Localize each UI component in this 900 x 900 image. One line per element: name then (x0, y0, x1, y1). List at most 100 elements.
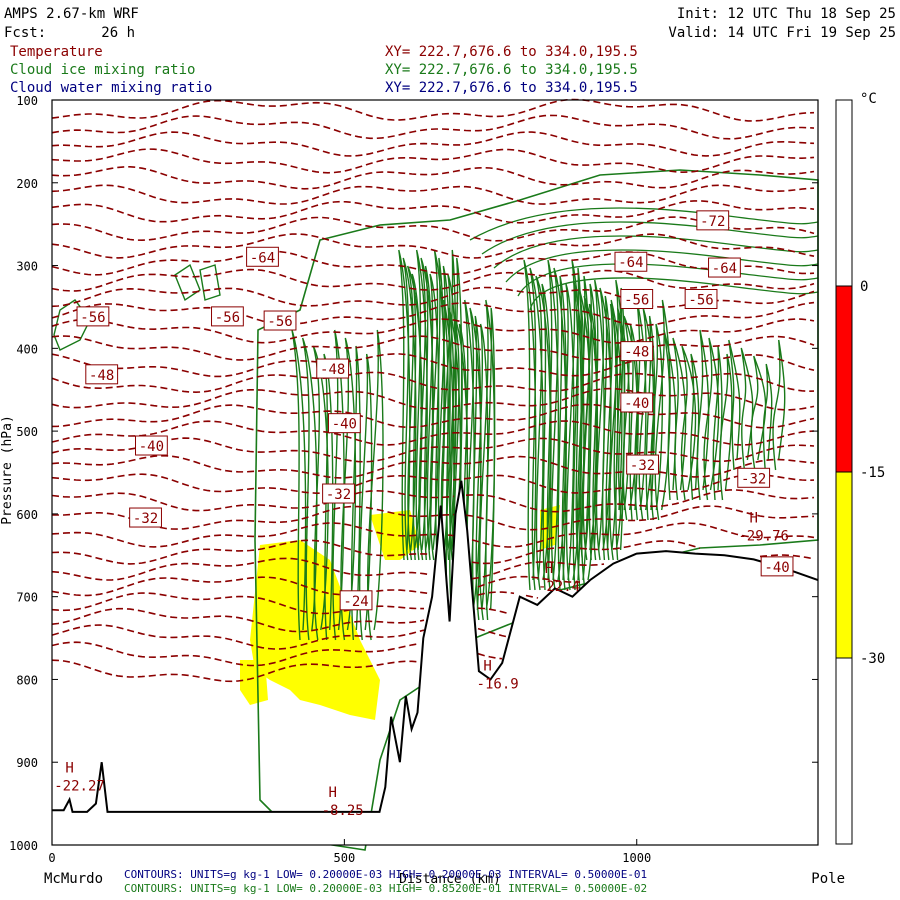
fcst-value: 26 h (101, 25, 135, 41)
ice-tower-4-1 (616, 307, 631, 521)
temperature-isotherm-12 (51, 301, 815, 327)
temperature-isotherm-17 (51, 387, 815, 411)
temp-label-1: -64 (250, 250, 275, 266)
temperature-isotherm-6 (51, 200, 815, 224)
ice-tower-5-2 (680, 345, 697, 501)
ice-tower-2-3 (541, 283, 552, 591)
temp-label-box-1 (246, 246, 279, 267)
ice-tower-6-6 (350, 345, 361, 641)
temperature-isotherm-31 (51, 624, 509, 650)
field-temperature-xy: XY= 222.7,676.6 to 334.0,195.5 (385, 44, 638, 60)
temp-label-box-8 (684, 288, 718, 309)
contours-water-note: CONTOURS: UNITS=g kg-1 LOW= 0.20000E-03 … (124, 868, 647, 881)
colorbar-band-yellow (835, 471, 853, 659)
temperature-isotherm-24 (51, 505, 815, 531)
ice-tower-2-6 (557, 275, 568, 591)
temp-label-box-18 (737, 467, 771, 488)
temp-label-box-7 (620, 288, 654, 309)
temp-label-box-3 (708, 257, 741, 278)
ice-upper-contour-4 (517, 263, 819, 297)
cloud-ice-contours (53, 169, 819, 851)
plot-frame (51, 99, 819, 846)
temp-label-3: -64 (712, 261, 737, 277)
temp-label-10: -48 (624, 345, 649, 361)
extremum-mark-3: H (545, 561, 553, 577)
temp-label-18: -32 (741, 471, 766, 487)
temp-label-11: -48 (320, 362, 345, 378)
temperature-isotherm-29 (51, 591, 539, 615)
temperature-contours (51, 98, 815, 683)
init-time: Init: 12 UTC Thu 18 Sep 25 (677, 6, 896, 22)
water-shade-region-1 (240, 660, 268, 705)
field-cloud-water-xy: XY= 222.7,676.6 to 334.0,195.5 (385, 80, 638, 96)
temp-label-box-4 (76, 306, 110, 327)
temp-label-box-6 (263, 310, 297, 331)
temperature-isotherm-22 (51, 473, 815, 494)
contours-ice-note: CONTOURS: UNITS=g kg-1 LOW= 0.20000E-03 … (124, 882, 647, 895)
temperature-isotherm-32 (51, 641, 503, 667)
footer-left-label: McMurdo (44, 871, 103, 887)
fcst-label: Fcst: (4, 25, 46, 41)
colorbar-tick-0: 0 (860, 279, 868, 295)
extremum-mark-1: H (328, 785, 336, 801)
temperature-isotherm-16 (51, 371, 815, 394)
temperature-isotherm-18 (51, 403, 815, 429)
temp-label-19: -24 (343, 594, 368, 610)
temp-label-14: -40 (624, 396, 649, 412)
ice-tower-0-9 (435, 257, 445, 561)
temperature-isotherm-11 (51, 286, 815, 308)
contour-labels: -72 -64 -64 -64 -56 -56 -56 -56 -56 -48 -48 -48 -40 -… (54, 210, 794, 819)
colorbar-tick-30: -30 (860, 651, 885, 667)
ice-small-blob-2 (199, 264, 221, 301)
temp-label-box-12 (135, 435, 168, 456)
footer-right-label: Pole (811, 871, 845, 887)
temp-label-box-14 (620, 392, 654, 413)
temp-label-5: -56 (215, 310, 240, 326)
temp-label-box-2 (614, 251, 648, 272)
ice-tower-6-5 (340, 337, 357, 641)
temperature-isotherm-33 (51, 659, 419, 683)
temp-label-15: -32 (133, 511, 158, 527)
temp-label-box-0 (696, 210, 730, 231)
ice-tower-4-7 (650, 323, 664, 521)
y-axis-label: Pressure (hPa) (0, 415, 15, 525)
temp-label-box-17 (626, 454, 659, 475)
valid-time: Valid: 14 UTC Fri 19 Sep 25 (668, 25, 896, 41)
ice-upper-contour-1 (481, 221, 819, 255)
plot-axes: 100 200 300 400 500 600 700 800 900 1000 0 500 1000 (9, 94, 819, 865)
y-tick-label-7: 800 (16, 673, 38, 687)
temperature-isotherm-5 (51, 184, 815, 205)
ice-tower-7-1 (740, 347, 754, 471)
extremum-value-2: -16.9 (477, 676, 519, 692)
temp-label-box-15 (129, 507, 162, 528)
ice-small-blob-1 (174, 263, 201, 302)
ice-tower-2-2 (535, 275, 552, 591)
ice-tower-7-3 (762, 363, 773, 471)
ice-tower-0-0 (398, 249, 411, 561)
temp-label-17: -32 (630, 458, 655, 474)
field-temperature: Temperature (10, 44, 103, 60)
ice-tower-4-6 (645, 315, 656, 521)
y-tick-label-6: 700 (16, 591, 38, 605)
temp-label-8: -56 (688, 292, 713, 308)
ice-tower-1-9 (485, 307, 496, 621)
x-tick-label-1: 500 (334, 851, 356, 865)
temp-label-box-5 (211, 306, 244, 327)
ice-tower-0-6 (423, 265, 434, 561)
field-cloud-ice-xy: XY= 222.7,676.6 to 334.0,195.5 (385, 62, 638, 78)
model-title: AMPS 2.67-km WRF (4, 6, 139, 22)
temp-label-box-13 (327, 413, 361, 434)
temperature-isotherm-8 (51, 233, 815, 259)
ice-upper-contour-5 (529, 277, 819, 311)
y-tick-label-9: 1000 (9, 839, 38, 853)
ice-tower-6-8 (367, 329, 384, 641)
x-axis-label: Distance (km) (399, 872, 501, 887)
ice-tower-2-0 (523, 259, 537, 591)
ice-tower-5-1 (672, 337, 687, 501)
ice-tower-2-7 (561, 283, 575, 591)
temp-label-box-20 (760, 556, 794, 577)
ice-tower-6-4 (332, 329, 345, 641)
x-tick-label-0: 0 (48, 851, 55, 865)
temp-label-2: -64 (618, 255, 643, 271)
